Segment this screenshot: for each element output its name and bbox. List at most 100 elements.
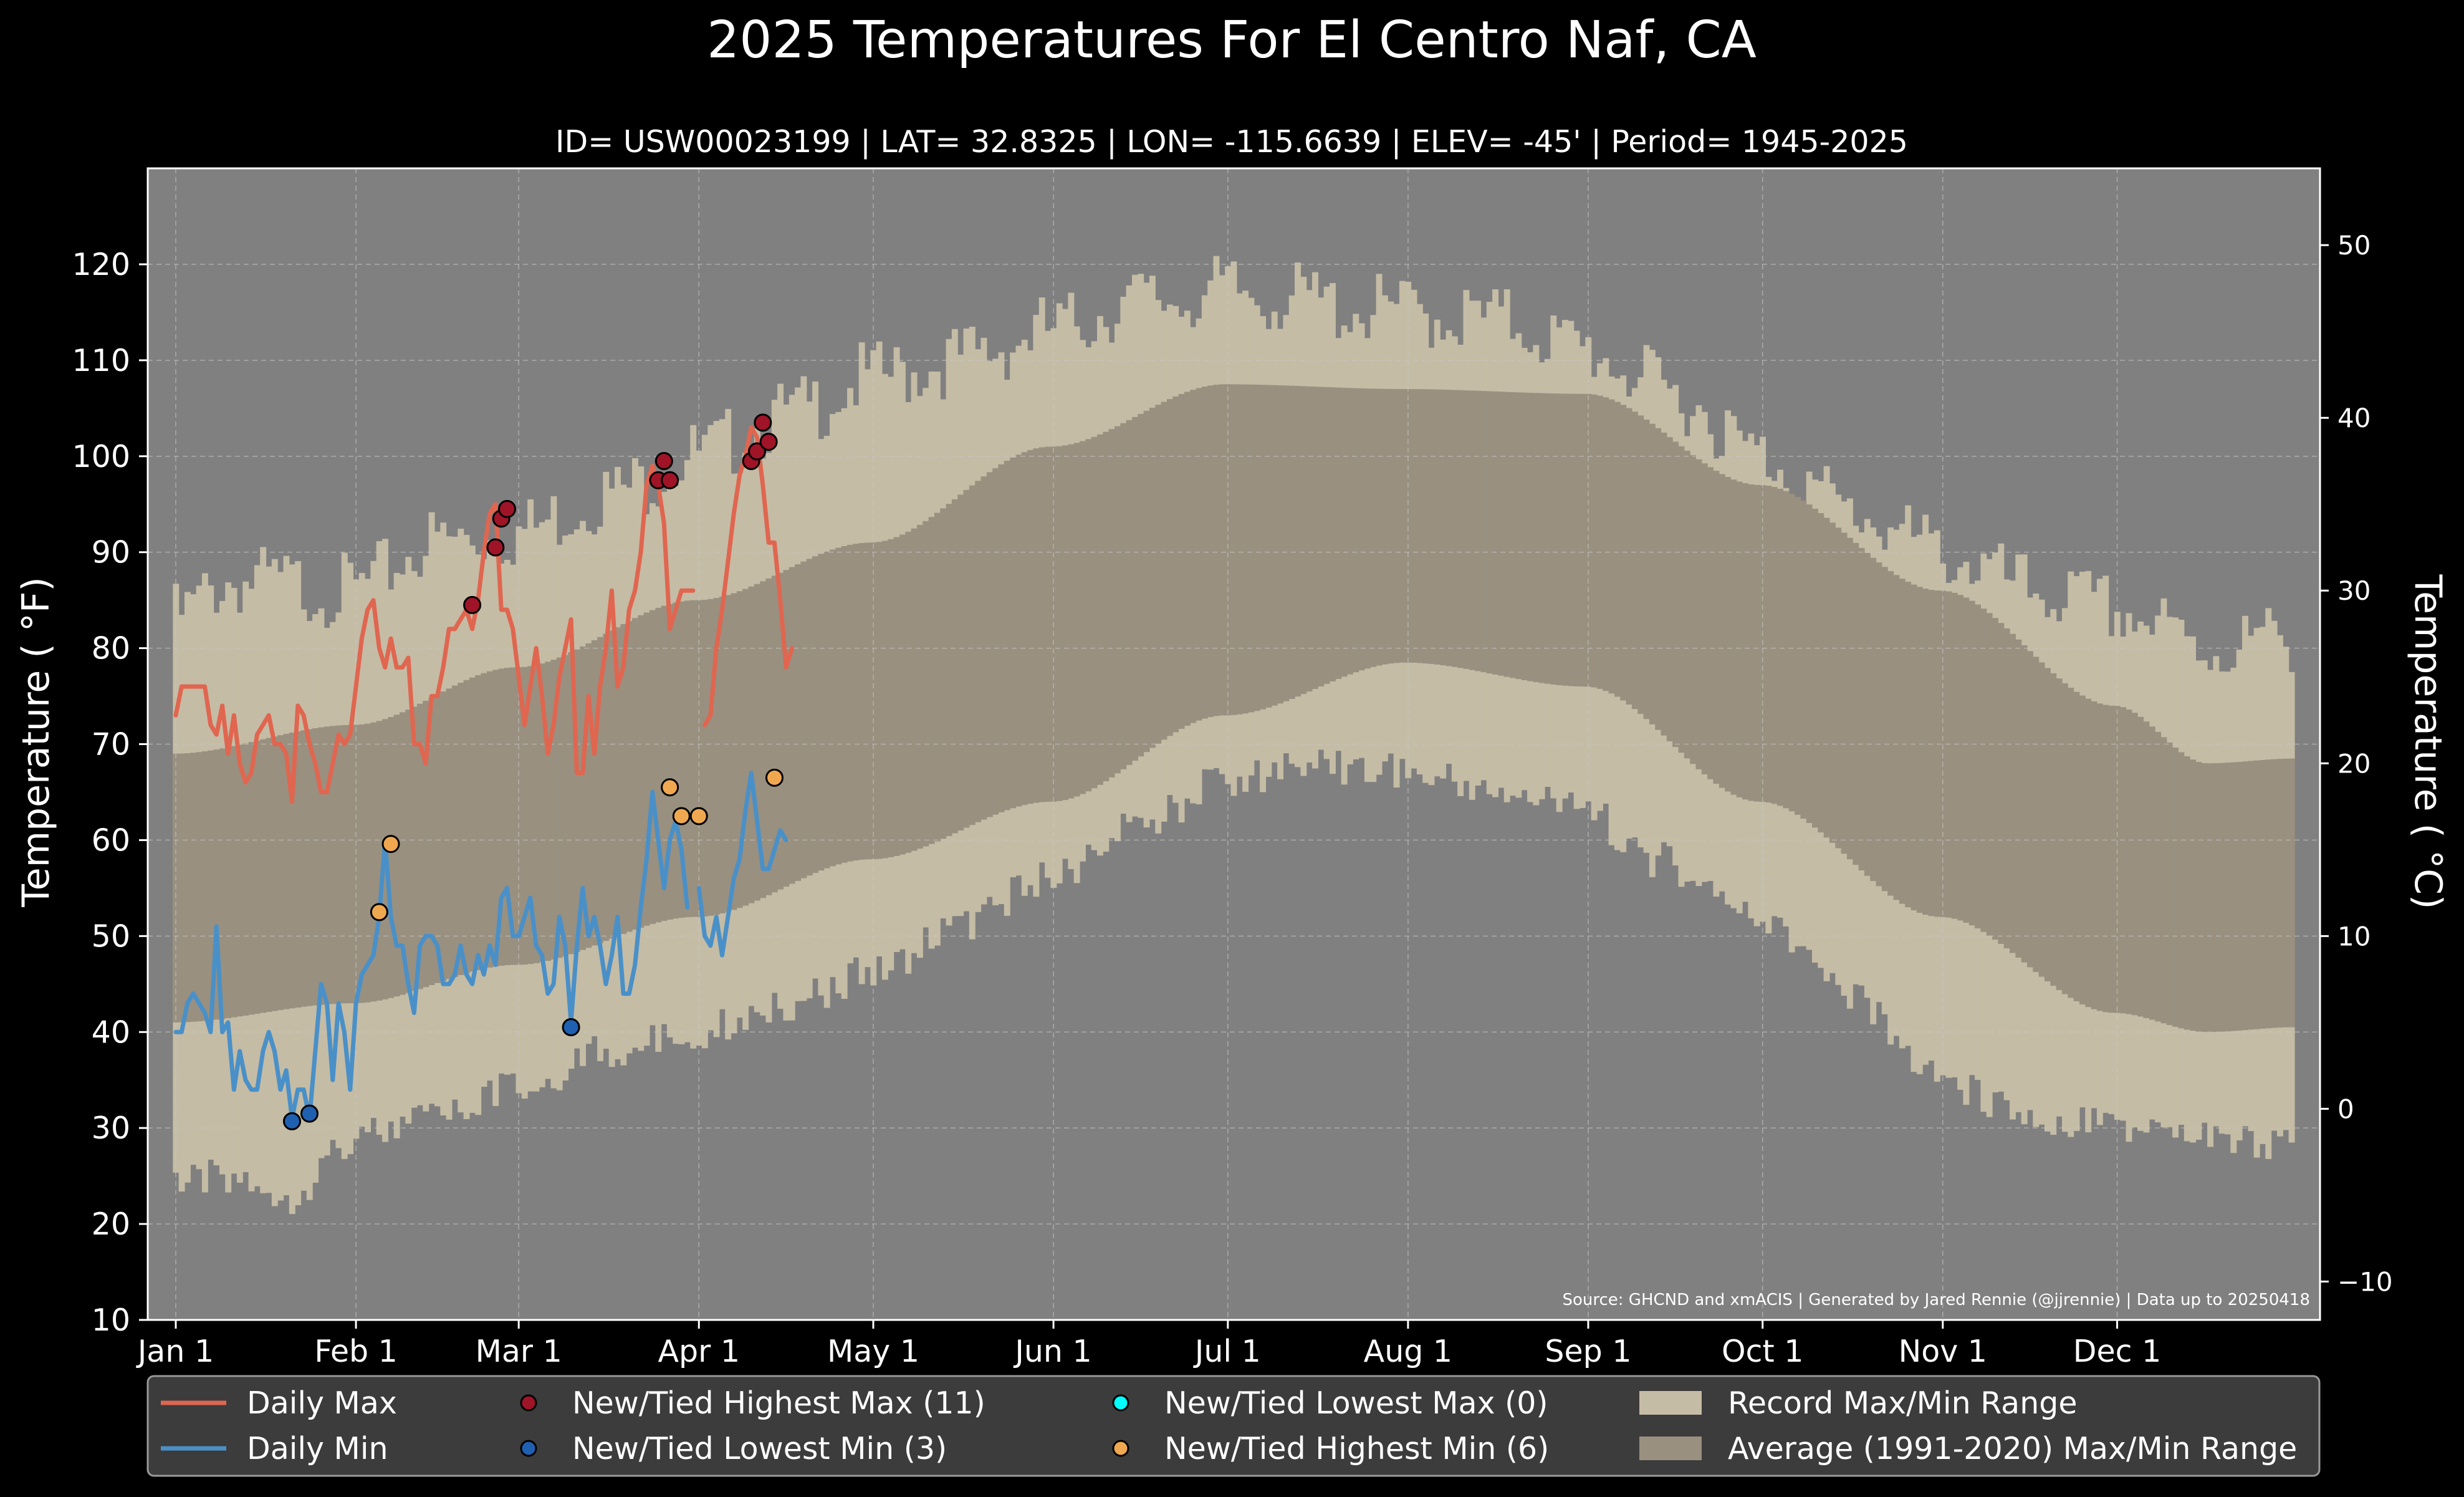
average-range-bar — [1951, 592, 1958, 919]
x-tick-label: Aug 1 — [1364, 1334, 1452, 1369]
average-range-bar — [2096, 703, 2103, 1011]
average-range-bar — [1556, 393, 1563, 685]
average-range-bar — [341, 725, 348, 1004]
average-range-bar — [1591, 394, 1598, 688]
average-range-bar — [2131, 713, 2138, 1016]
x-tick-label: Nov 1 — [1899, 1334, 1987, 1369]
average-range-bar — [881, 541, 888, 859]
average-range-bar — [638, 615, 645, 928]
average-range-bar — [1300, 386, 1307, 695]
y-tick-label: 10 — [92, 1302, 130, 1338]
average-range-bar — [1358, 388, 1365, 671]
average-range-bar — [411, 706, 418, 991]
average-range-bar — [1370, 388, 1377, 667]
average-range-bar — [1045, 446, 1052, 802]
average-range-bar — [1527, 392, 1533, 681]
average-range-bar — [2178, 752, 2185, 1029]
average-range-bar — [260, 739, 267, 1013]
average-range-bar — [893, 537, 900, 856]
average-range-bar — [1451, 390, 1458, 667]
average-range-bar — [1916, 587, 1923, 913]
average-range-bar — [2172, 748, 2179, 1027]
average-range-bar — [2091, 701, 2097, 1009]
right-tick-label: 50 — [2337, 230, 2371, 261]
average-range-bar — [573, 649, 580, 953]
average-range-bar — [1353, 388, 1359, 673]
average-range-bar — [585, 643, 592, 948]
average-range-bar — [1666, 437, 1673, 741]
average-range-bar — [591, 640, 598, 946]
y-axis-label-right: Temperature ( °C) — [2406, 574, 2450, 910]
average-range-bar — [469, 677, 476, 972]
average-range-bar — [510, 667, 517, 965]
legend-label: Record Max/Min Range — [1728, 1385, 2078, 1421]
new-highest-max-marker — [748, 442, 766, 461]
average-range-bar — [2184, 756, 2190, 1030]
right-tick-label: −10 — [2337, 1266, 2393, 1297]
average-range-bar — [1346, 388, 1353, 675]
average-range-bar — [324, 726, 330, 1004]
average-range-bar — [318, 727, 325, 1005]
average-range-bar — [533, 665, 540, 963]
average-range-bar — [1603, 397, 1609, 691]
average-range-bar — [562, 655, 569, 956]
y-tick-label: 100 — [72, 439, 130, 474]
daily-min-line — [173, 790, 690, 1121]
average-range-bar — [1568, 393, 1575, 686]
average-range-bar — [1108, 429, 1115, 777]
average-range-bar — [2218, 763, 2225, 1032]
average-range-bar — [1975, 604, 1982, 929]
average-range-bar — [556, 657, 563, 958]
average-range-bar — [888, 539, 894, 857]
average-range-bar — [1795, 497, 1801, 815]
average-range-bar — [428, 698, 435, 985]
right-tick-label: 10 — [2337, 921, 2371, 951]
average-range-bar — [213, 749, 220, 1020]
average-range-bar — [1963, 597, 1970, 923]
average-range-bar — [1184, 392, 1191, 726]
average-range-bar — [1254, 384, 1260, 711]
record-markers — [283, 413, 784, 1130]
legend-swatch-dot — [520, 1394, 537, 1412]
average-range-bar — [2190, 759, 2197, 1031]
average-range-bar — [713, 598, 720, 915]
x-tick-label: Apr 1 — [658, 1334, 740, 1369]
average-range-bar — [1637, 415, 1644, 714]
average-range-bar — [1545, 393, 1551, 684]
average-range-bar — [2166, 742, 2173, 1026]
average-range-bar — [911, 528, 918, 851]
average-range-bar — [1649, 423, 1656, 724]
average-range-bar — [1672, 441, 1679, 748]
average-range-bar — [271, 736, 278, 1011]
average-range-bar — [643, 612, 650, 926]
average-range-bar — [1678, 446, 1685, 753]
average-range-bar — [1695, 459, 1702, 769]
average-range-bar — [1829, 522, 1836, 843]
average-range-bar — [1393, 388, 1400, 663]
average-range-bar — [539, 663, 545, 963]
average-range-bar — [2073, 691, 2080, 1001]
average-range-bar — [190, 753, 197, 1022]
average-range-bar — [451, 685, 458, 977]
average-range-bar — [1004, 461, 1010, 811]
average-range-bar — [1288, 385, 1295, 700]
new-highest-max-marker — [463, 595, 482, 614]
average-range-bar — [1823, 517, 1830, 838]
average-range-bar — [353, 724, 360, 1004]
average-range-bar — [905, 531, 912, 853]
average-range-bar — [393, 715, 400, 997]
average-range-bar — [1434, 389, 1441, 665]
average-range-bar — [2271, 759, 2278, 1028]
average-range-bar — [1155, 405, 1162, 744]
average-range-bar — [818, 554, 825, 871]
average-range-bar — [2225, 763, 2231, 1032]
average-range-bar — [335, 725, 342, 1004]
average-range-bar — [365, 723, 371, 1003]
average-range-bar — [1114, 426, 1121, 774]
average-range-bar — [771, 575, 778, 893]
average-range-bar — [1538, 393, 1545, 683]
average-range-bar — [550, 660, 557, 960]
legend-label: New/Tied Lowest Min (3) — [572, 1431, 947, 1466]
x-tick-label: Jul 1 — [1193, 1334, 1261, 1369]
average-range-bar — [673, 602, 679, 919]
